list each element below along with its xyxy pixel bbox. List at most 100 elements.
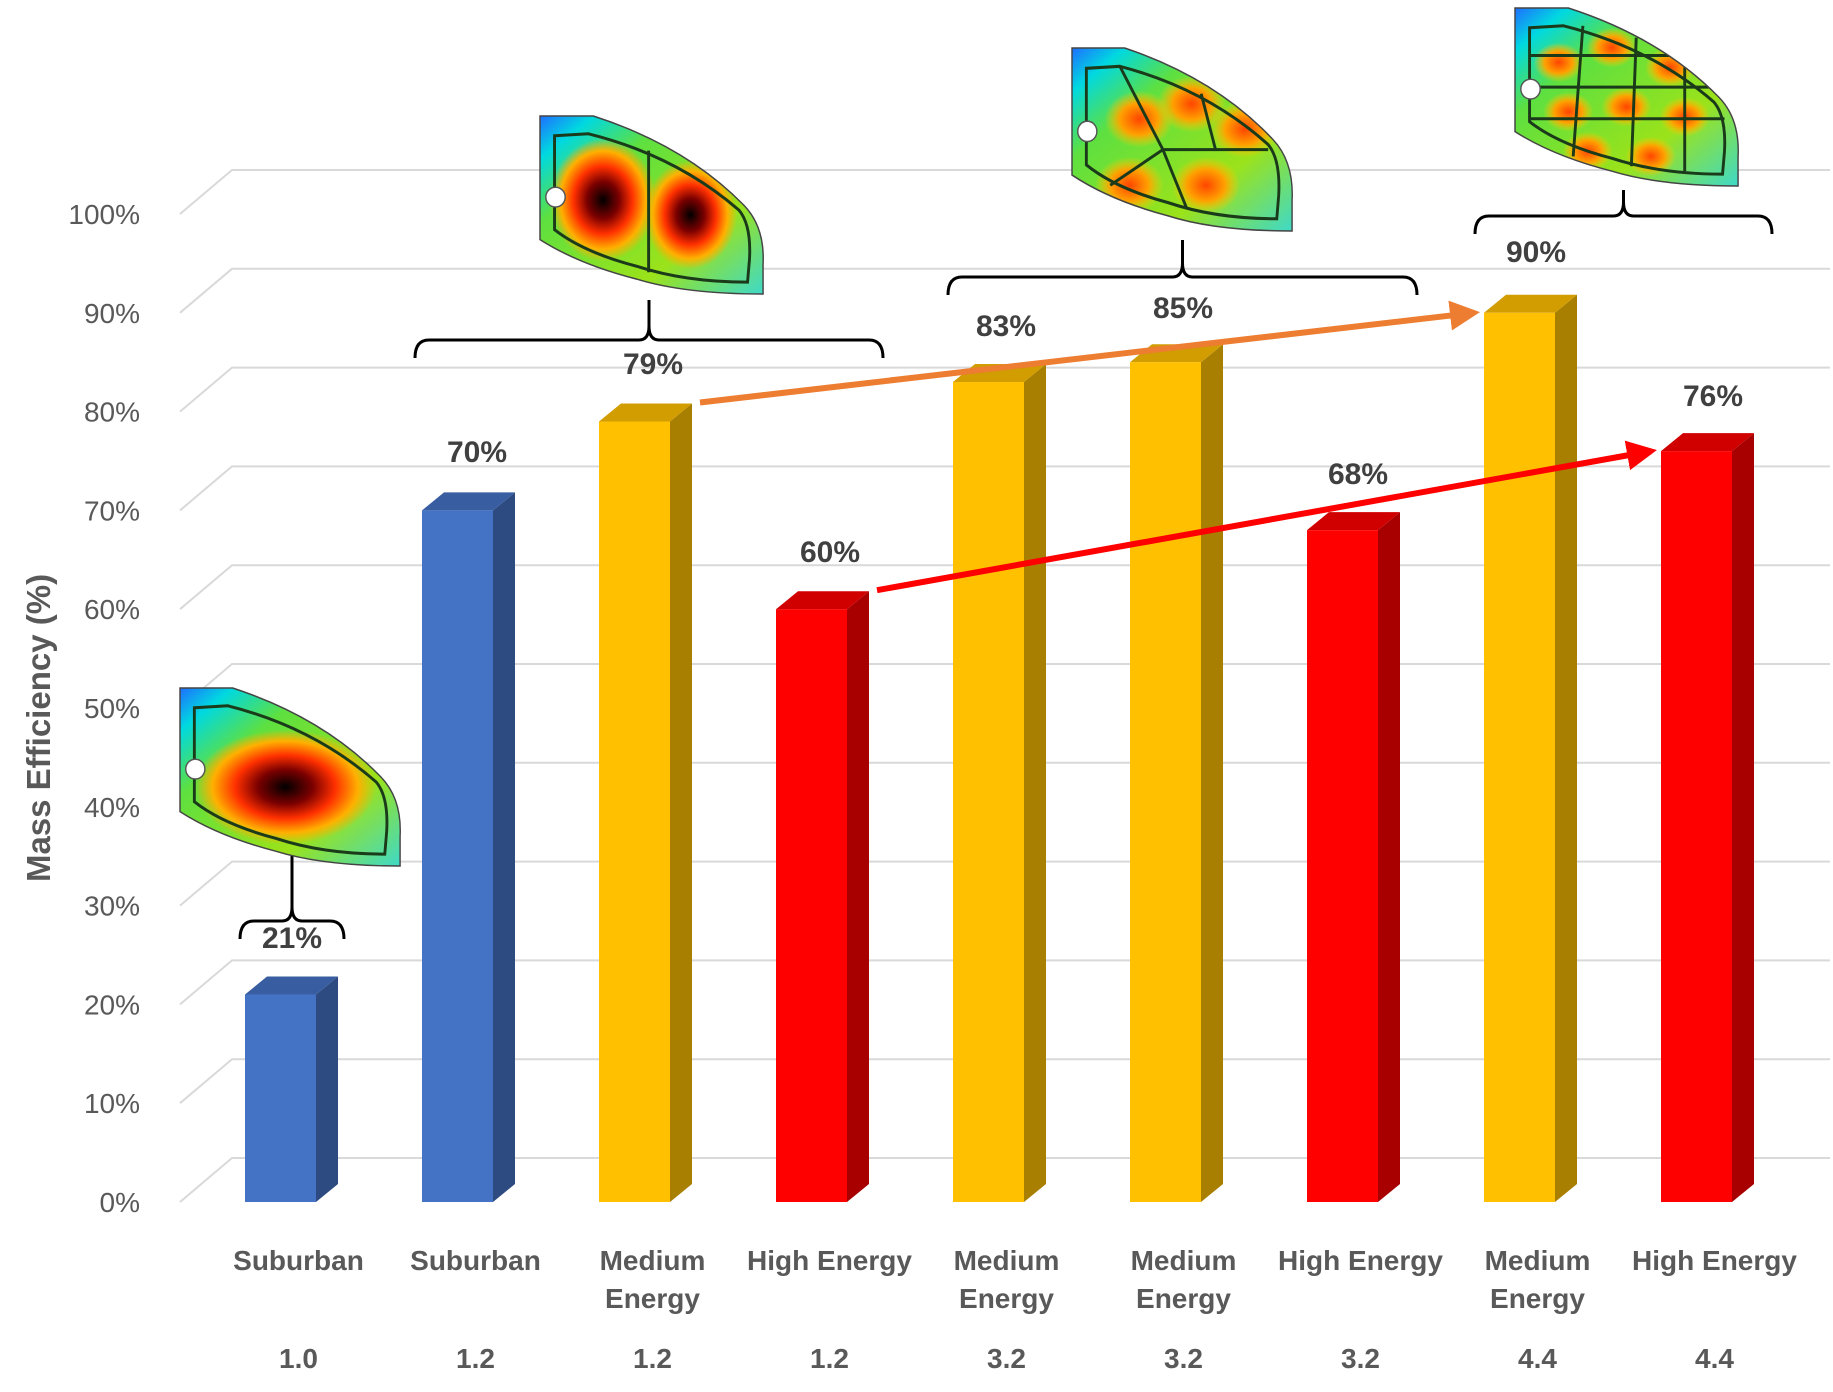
x-subcategory-label: 1.2: [810, 1343, 849, 1374]
x-subcategory-label: 4.4: [1518, 1343, 1557, 1374]
bar-side: [1732, 433, 1754, 1202]
stress-contour-inset: [539, 115, 764, 295]
stress-contour-inset: [1514, 7, 1739, 187]
gridline: [179, 959, 1830, 1006]
x-subcategory-label: 3.2: [1164, 1343, 1203, 1374]
x-category-label: Energy: [1136, 1283, 1231, 1314]
data-label: 60%: [800, 536, 860, 569]
data-label: 83%: [976, 310, 1036, 343]
x-subcategory-label: 3.2: [1341, 1343, 1380, 1374]
bar-top: [422, 492, 515, 511]
y-tick-label: 10%: [84, 1088, 140, 1119]
bar-top: [599, 403, 692, 422]
trend-arrow: [876, 440, 1657, 594]
y-tick-label: 100%: [68, 199, 140, 230]
gridline: [179, 267, 1830, 314]
y-tick-label: 70%: [84, 495, 140, 526]
stress-contour-inset: [1071, 47, 1293, 232]
y-tick-label: 80%: [84, 397, 140, 428]
bar-front: [1484, 312, 1555, 1202]
bar-top: [1661, 433, 1754, 452]
bar-side: [1378, 512, 1400, 1202]
x-category-label: Energy: [959, 1283, 1054, 1314]
y-axis-ticks: 0% 10% 20% 30% 40% 50% 60% 70% 80% 90% 100%: [68, 199, 140, 1218]
bar-front: [1307, 530, 1378, 1202]
data-label: 68%: [1328, 458, 1388, 491]
y-tick-label: 60%: [84, 594, 140, 625]
bar: [599, 403, 692, 1203]
bar: [953, 363, 1046, 1203]
bar: [1661, 433, 1754, 1202]
bar-front: [245, 994, 316, 1202]
bar-side: [1201, 344, 1223, 1202]
y-axis-title: Mass Efficiency (%): [20, 574, 57, 882]
group-bracket: [238, 770, 346, 940]
y-tick-label: 0%: [100, 1187, 140, 1218]
y-tick-label: 30%: [84, 891, 140, 922]
x-subcategory-label: 1.2: [456, 1343, 495, 1374]
x-category-label: High Energy: [1278, 1245, 1443, 1276]
stress-contour-inset: [179, 687, 401, 867]
bars: [245, 294, 1754, 1203]
gridline: [179, 169, 1830, 215]
data-label: 79%: [623, 348, 683, 381]
bar: [1307, 512, 1400, 1202]
bar: [422, 492, 515, 1202]
bar-front: [1661, 451, 1732, 1202]
y-tick-label: 50%: [84, 693, 140, 724]
x-category-label: Medium: [600, 1245, 706, 1276]
y-tick-label: 40%: [84, 792, 140, 823]
x-category-label: High Energy: [747, 1245, 912, 1276]
data-label: 90%: [1506, 236, 1566, 269]
group-brackets: [238, 190, 1774, 940]
trend-arrows: [699, 300, 1657, 594]
bar-front: [599, 421, 670, 1203]
data-label: 85%: [1153, 292, 1213, 325]
data-label: 70%: [447, 436, 507, 469]
x-category-label: Medium: [1131, 1245, 1237, 1276]
x-subcategory-label: 4.4: [1695, 1343, 1734, 1374]
x-category-label: Suburban: [410, 1245, 541, 1276]
y-tick-label: 90%: [84, 298, 140, 329]
bar-side: [847, 591, 869, 1202]
x-subcategory-label: 1.2: [633, 1343, 672, 1374]
trend-arrow: [699, 300, 1480, 406]
gridline: [179, 860, 1830, 907]
x-category-label: Energy: [605, 1283, 700, 1314]
x-axis-categories: Suburban 1.0 Suburban 1.2 Medium Energy 1.2 Hig…: [233, 1245, 1797, 1374]
x-category-label: Medium: [954, 1245, 1060, 1276]
gridline: [179, 366, 1830, 413]
gridline: [179, 1058, 1830, 1104]
y-tick-label: 20%: [84, 989, 140, 1020]
bar-front: [1130, 362, 1201, 1202]
bar-side: [1024, 363, 1046, 1203]
data-label: 76%: [1683, 380, 1743, 413]
x-category-label: High Energy: [1632, 1245, 1797, 1276]
gridline: [179, 1157, 1830, 1203]
bar-front: [776, 609, 847, 1202]
bar-side: [670, 403, 692, 1203]
gridline: [179, 564, 1830, 610]
group-bracket: [413, 300, 885, 359]
x-category-label: Suburban: [233, 1245, 364, 1276]
x-subcategory-label: 3.2: [987, 1343, 1026, 1374]
bar-side: [316, 976, 338, 1202]
x-subcategory-label: 1.0: [279, 1343, 318, 1374]
data-labels: 21% 70% 79% 60% 83% 85% 68% 90% 76%: [262, 236, 1743, 955]
x-category-label: Energy: [1490, 1283, 1585, 1314]
bar-side: [1555, 294, 1577, 1202]
bar: [245, 976, 338, 1202]
gridline: [179, 465, 1830, 512]
bar: [776, 591, 869, 1202]
bar-front: [422, 510, 493, 1202]
bar-side: [493, 492, 515, 1202]
bar-front: [953, 381, 1024, 1203]
data-label: 21%: [262, 922, 322, 955]
x-category-label: Medium: [1485, 1245, 1591, 1276]
bar-top: [245, 976, 338, 995]
bar-top: [1484, 294, 1577, 313]
bar: [1484, 294, 1577, 1202]
bar-top: [776, 591, 869, 610]
